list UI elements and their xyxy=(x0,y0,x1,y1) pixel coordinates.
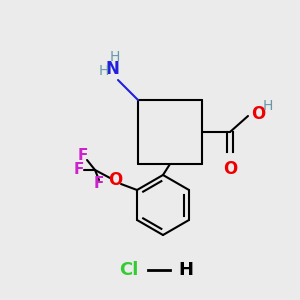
Text: O: O xyxy=(223,160,237,178)
Text: N: N xyxy=(105,60,119,78)
Text: H: H xyxy=(110,50,120,64)
Text: F: F xyxy=(74,163,84,178)
Text: O: O xyxy=(251,105,265,123)
Text: H: H xyxy=(263,99,273,113)
Text: H: H xyxy=(178,261,193,279)
Text: F: F xyxy=(78,148,88,164)
Text: H: H xyxy=(99,64,109,78)
Text: F: F xyxy=(94,176,104,191)
Text: Cl: Cl xyxy=(118,261,138,279)
Text: O: O xyxy=(108,171,122,189)
